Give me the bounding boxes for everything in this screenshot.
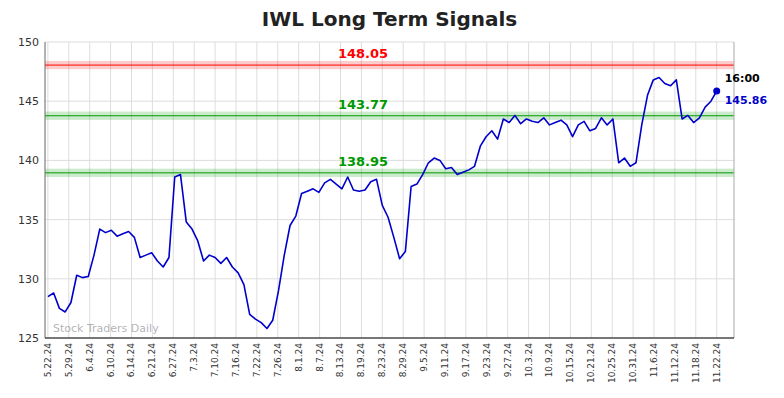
watermark: Stock Traders Daily: [53, 322, 159, 335]
reference-line: [45, 172, 734, 173]
grid-line: [612, 42, 613, 338]
x-tick-label: 9.23.24: [482, 343, 492, 378]
grid-line: [654, 42, 655, 338]
x-tick-label: 8.23.24: [377, 343, 387, 378]
x-tick-label: 10.15.24: [565, 343, 575, 383]
grid-line: [45, 338, 734, 339]
grid-line: [382, 42, 383, 338]
x-tick-label: 7.10.24: [210, 343, 220, 378]
reference-label: 138.95: [338, 154, 388, 169]
y-tick-label: 150: [18, 36, 39, 49]
grid-line: [591, 42, 592, 338]
x-tick-label: 11.12.24: [670, 343, 680, 383]
y-tick-label: 135: [18, 214, 39, 227]
grid-line: [298, 42, 299, 338]
grid-line: [716, 42, 717, 338]
grid-line: [570, 42, 571, 338]
x-tick-label: 6.27.24: [168, 343, 178, 378]
grid-line: [256, 42, 257, 338]
grid-line: [444, 42, 445, 338]
grid-line: [528, 42, 529, 338]
grid-line: [633, 42, 634, 338]
grid-line: [486, 42, 487, 338]
y-tick-label: 140: [18, 154, 39, 167]
grid-line: [215, 42, 216, 338]
plot-area: [45, 61, 734, 329]
y-axis: [45, 42, 46, 338]
grid-line: [47, 42, 48, 338]
grid-line: [89, 42, 90, 338]
grid-line: [152, 42, 153, 338]
price-line: [48, 78, 717, 329]
x-tick-label: 6.4.24: [85, 343, 95, 372]
y-tick-label: 145: [18, 95, 39, 108]
x-tick-label: 7.22.24: [252, 343, 262, 378]
x-tick-label: 8.1.24: [294, 343, 304, 372]
x-tick-label: 10.31.24: [628, 343, 638, 383]
x-tick-label: 8.7.24: [315, 343, 325, 372]
right-axis: [734, 42, 735, 338]
title: IWL Long Term Signals: [262, 7, 518, 31]
x-tick-label: 11.18.24: [691, 343, 701, 383]
reference-band: [45, 61, 734, 69]
x-tick-label: 6.14.24: [126, 343, 136, 378]
x-tick-label: 10.3.24: [524, 343, 534, 378]
x-tick-label: 6.21.24: [147, 343, 157, 378]
x-tick-label: 7.26.24: [273, 343, 283, 378]
chart: IWL Long Term Signals 125 130 135 140 145 150 5…: [0, 0, 784, 398]
last-time: 16:00: [725, 72, 760, 85]
grid-line: [68, 42, 69, 338]
grid-line: [45, 42, 734, 43]
reference-line: [45, 115, 734, 116]
reference-line: [45, 65, 734, 66]
x-tick-label: 7.16.24: [231, 343, 241, 378]
grid: [45, 42, 734, 338]
x-tick-label: 9.11.24: [440, 343, 450, 378]
y-tick-label: 125: [18, 332, 39, 345]
grid-line: [465, 42, 466, 338]
x-tick-label: 8.29.24: [398, 343, 408, 378]
grid-line: [549, 42, 550, 338]
grid-line: [194, 42, 195, 338]
reference-label: 143.77: [338, 97, 388, 112]
x-tick-label: 9.5.24: [419, 343, 429, 372]
grid-line: [424, 42, 425, 338]
grid-line: [674, 42, 675, 338]
grid-line: [403, 42, 404, 338]
x-tick-label: 9.27.24: [503, 343, 513, 378]
x-tick-label: 8.13.24: [335, 343, 345, 378]
x-tick-label: 8.19.24: [356, 343, 366, 378]
x-axis: [45, 338, 734, 339]
reference-band: [45, 112, 734, 120]
x-tick-label: 10.9.24: [544, 343, 554, 378]
x-tick-label: 5.29.24: [64, 343, 74, 378]
x-tick-label: 11.6.24: [649, 343, 659, 378]
x-tick-label: 11.22.24: [712, 343, 722, 383]
grid-line: [45, 101, 734, 102]
x-tick-label: 10.25.24: [607, 343, 617, 383]
x-tick-label: 7.3.24: [189, 343, 199, 372]
last-price: 145.86: [725, 94, 768, 107]
x-tick-label: 6.10.24: [106, 343, 116, 378]
grid-line: [45, 160, 734, 161]
reference-label: 148.05: [338, 46, 388, 61]
grid-line: [45, 278, 734, 279]
x-tick-label: 9.17.24: [461, 343, 471, 378]
grid-line: [695, 42, 696, 338]
last-point: [713, 88, 720, 95]
x-tick-label: 5.22.24: [43, 343, 53, 378]
y-tick-label: 130: [18, 273, 39, 286]
grid-line: [110, 42, 111, 338]
x-tick-label: 10.21.24: [586, 343, 596, 383]
grid-line: [340, 42, 341, 338]
grid-line: [131, 42, 132, 338]
grid-line: [507, 42, 508, 338]
reference-band: [45, 169, 734, 177]
grid-line: [235, 42, 236, 338]
